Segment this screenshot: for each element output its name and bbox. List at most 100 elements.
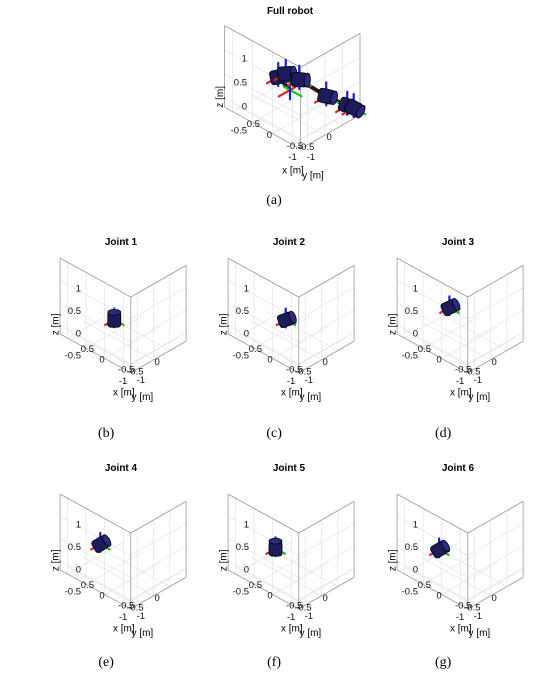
grid-line [123,336,179,370]
joint-2-body [276,310,297,329]
grid-line [266,82,343,126]
grid-line [227,538,299,578]
z-axis-label: z [m] [219,549,230,571]
panel-caption: (g) [435,655,452,670]
box-edge [298,340,355,374]
box-edge [130,501,187,534]
grid-line [298,523,355,556]
grid-line [403,329,475,370]
joint-6-cylinder-cap [356,104,366,119]
z-tick-label: 0.5 [68,542,81,553]
box-edge [224,106,301,150]
grid-line [227,560,299,601]
panel-title: Full robot [267,6,314,17]
x-tick-label: -1 [119,612,127,623]
joint-4-body [317,87,338,106]
x-tick-label: -0.5 [295,603,311,614]
z-tick-label: 0 [413,328,418,339]
y-tick-label: 0.5 [249,580,262,591]
box-edge [467,265,524,298]
z-axis-label: z [m] [219,313,230,335]
box-edge [396,257,468,298]
grid-line [396,516,468,556]
x-tick-label: -0.5 [464,367,480,378]
y-axis-label: y [m] [300,628,322,639]
z-axis-label: z [m] [215,86,226,108]
box-edge [224,25,301,68]
panel-title: Joint 4 [105,463,138,474]
grid-line [396,280,468,320]
panel-caption: (b) [98,426,115,441]
joint-6-body [344,98,366,119]
z-tick-label: 0 [76,328,81,339]
grid-line [298,568,355,601]
y-tick-label: 0 [436,590,441,601]
x-tick-label: -0.5 [298,142,314,153]
box-edge [130,576,187,610]
panel-caption: (a) [266,193,282,208]
grid-line [248,92,326,136]
y-tick-label: -1 [137,375,145,386]
y-tick-label: -1 [305,611,313,622]
z-tick-label: -0.5 [233,587,249,598]
x-tick-label: 0 [323,357,328,368]
x-tick-label: 0 [492,593,497,604]
y-tick-label: -0.5 [286,365,302,376]
joint-0-y-axis-frame [282,85,303,98]
grid-line [272,562,329,595]
grid-line [130,309,187,342]
joint-6-body [430,539,451,559]
y-tick-label: 0 [99,590,104,601]
x-tick-label: 0 [323,593,328,604]
grid-line [224,49,301,92]
grid-line [130,523,187,556]
joint-4-cylinder-cap [102,534,112,547]
grid-line [467,287,524,320]
y-tick-label: -1 [307,152,315,163]
joint-3-cylinder-cap [303,72,311,88]
grid-line [441,326,498,359]
grid-line [66,329,138,370]
box-edge [467,340,524,374]
z-axis-label: z [m] [51,549,62,571]
panel-title: Joint 3 [442,237,475,248]
y-axis-label: y [m] [302,170,324,181]
z-tick-label: 1 [413,284,418,295]
grid-line [59,538,131,578]
grid-line [419,320,491,361]
box-edge [396,493,468,534]
y-tick-label: -1 [137,611,145,622]
panel-caption: (f) [267,655,281,670]
grid-line [396,560,468,601]
grid-line [130,332,187,365]
y-tick-label: 0 [267,130,272,141]
y-tick-label: 0.5 [418,344,431,355]
grid-line [104,562,161,595]
z-tick-label: 0 [413,564,418,575]
x-tick-label: -1 [288,152,296,163]
box-edge [300,114,361,150]
x-tick-label: -0.5 [127,367,143,378]
grid-line [98,547,170,587]
grid-line [460,336,516,370]
x-tick-label: 0 [326,132,331,143]
grid-line [59,302,131,342]
z-tick-label: 1 [242,53,247,64]
x-axis-label: x [m] [281,388,303,399]
box-edge [298,501,355,534]
joint-3-body [440,298,461,317]
box-edge [298,265,355,298]
grid-line [396,538,468,578]
panel-7: Joint 610.50-0.5z [m]-1-0.50x [m]-1-0.50… [388,463,524,670]
z-tick-label: 1 [244,520,249,531]
x-tick-label: -0.5 [464,603,480,614]
grid-line [227,302,299,342]
z-tick-label: -0.5 [65,351,81,362]
y-tick-label: 0 [99,354,104,365]
box-edge [59,333,131,374]
grid-line [59,516,131,556]
box-edge [227,333,299,374]
y-tick-label: -0.5 [286,601,302,612]
x-tick-label: -1 [456,376,464,387]
z-tick-label: 0.5 [236,306,249,317]
